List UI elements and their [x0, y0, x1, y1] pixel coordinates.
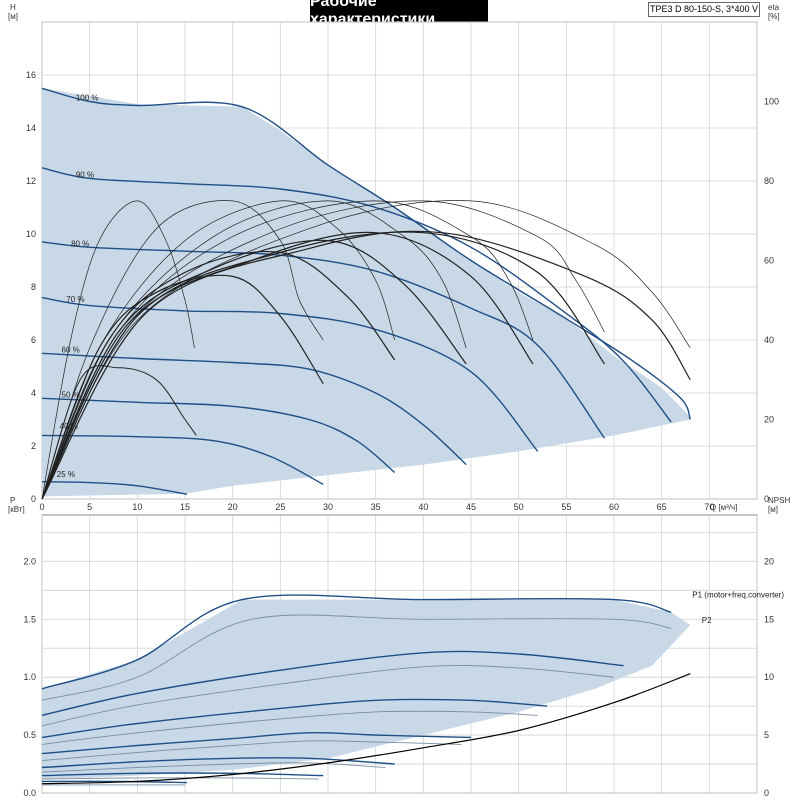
- p1-curve: [41, 698, 548, 739]
- series-label: P1 (motor+freq.converter): [692, 591, 784, 600]
- x-tick-label: 50: [514, 502, 524, 512]
- efficiency-curve: [41, 200, 195, 500]
- efficiency-curve: [41, 230, 691, 500]
- efficiency-curve: [41, 200, 467, 500]
- y-axis-label: H: [10, 3, 16, 12]
- y-tick-label: 2: [31, 441, 36, 451]
- y2-tick-label: 80: [764, 176, 774, 186]
- speed-curve-100: [41, 87, 691, 420]
- x-tick-label: 30: [323, 502, 333, 512]
- y-tick-label: 6: [31, 335, 36, 345]
- x-tick-label: 60: [609, 502, 619, 512]
- efficiency-curve: [41, 200, 605, 500]
- y2-tick-label: 40: [764, 335, 774, 345]
- x-tick-label: 70: [704, 502, 714, 512]
- y-tick-label: 12: [26, 176, 36, 186]
- x-tick-label: 55: [561, 502, 571, 512]
- y2-axis-label: NPSH: [768, 496, 790, 505]
- speed-curve-70: [41, 296, 539, 452]
- npsh-curve: [41, 673, 691, 785]
- efficiency-curve: [41, 200, 534, 500]
- speed-curve-40: [41, 434, 324, 486]
- speed-curve-label: 90 %: [76, 170, 94, 179]
- x-axis-label: Q [м³/ч]: [710, 503, 737, 512]
- p2-curve: [41, 762, 386, 773]
- x-tick-label: 45: [466, 502, 476, 512]
- y2-tick-label: 15: [764, 614, 774, 624]
- speed-curve-label: 70 %: [66, 295, 84, 304]
- p2-curve: [41, 740, 462, 762]
- y-tick-label: 1.0: [23, 672, 36, 682]
- y2-axis-unit: [м]: [768, 505, 778, 514]
- speed-curve-25: [41, 481, 188, 495]
- y-tick-label: 0.5: [23, 730, 36, 740]
- y-tick-label: 4: [31, 388, 36, 398]
- efficiency-curve: [41, 200, 396, 500]
- y-tick-label: 0: [31, 494, 36, 504]
- operating-envelope-area: [42, 88, 691, 497]
- p1-curve: [41, 594, 672, 690]
- p1-curve: [41, 780, 187, 784]
- p2-curve: [41, 710, 538, 745]
- p2-curve: [41, 614, 672, 701]
- speed-curve-60: [41, 352, 467, 466]
- x-tick-label: 40: [418, 502, 428, 512]
- y-tick-label: 10: [26, 229, 36, 239]
- efficiency-curve: [41, 231, 605, 500]
- y2-tick-label: 5: [764, 730, 769, 740]
- x-tick-label: 10: [132, 502, 142, 512]
- speed-curve-label: 80 %: [71, 239, 89, 248]
- efficiency-curve: [41, 200, 324, 500]
- y-tick-label: 0.0: [23, 788, 36, 798]
- y-axis-unit: [кВт]: [8, 505, 25, 514]
- y2-tick-label: 20: [764, 556, 774, 566]
- speed-curve-90: [41, 167, 672, 423]
- y2-tick-label: 100: [764, 97, 779, 107]
- speed-curve-label: 60 %: [62, 345, 80, 354]
- series-label: P2: [702, 616, 712, 625]
- speed-curve-label: 25 %: [57, 470, 75, 479]
- y-tick-label: 16: [26, 70, 36, 80]
- power-envelope-area: [42, 599, 691, 780]
- p1-curve: [41, 650, 624, 717]
- speed-curve-label: 100 %: [76, 94, 99, 103]
- y-tick-label: 14: [26, 123, 36, 133]
- p1-curve: [41, 731, 472, 755]
- speed-curve-50: [41, 397, 396, 474]
- x-tick-label: 0: [39, 502, 44, 512]
- y-axis-label: P: [10, 496, 15, 505]
- x-tick-label: 5: [87, 502, 92, 512]
- x-tick-label: 20: [228, 502, 238, 512]
- efficiency-curve: [41, 274, 324, 500]
- x-tick-label: 25: [275, 502, 285, 512]
- speed-curve-label: 50 %: [62, 390, 80, 399]
- p2-curve: [41, 777, 319, 780]
- y-tick-label: 8: [31, 282, 36, 292]
- p1-curve: [41, 772, 324, 777]
- y-tick-label: 2.0: [23, 556, 36, 566]
- y2-tick-label: 10: [764, 672, 774, 682]
- speed-curve-80: [41, 241, 606, 439]
- p1-curve: [41, 756, 395, 769]
- x-tick-label: 15: [180, 502, 190, 512]
- y2-axis-unit: [%]: [768, 12, 780, 21]
- y-axis-unit: [м]: [8, 12, 18, 21]
- y2-tick-label: 20: [764, 415, 774, 425]
- x-tick-label: 35: [371, 502, 381, 512]
- y2-tick-label: 60: [764, 256, 774, 266]
- y2-axis-label: eta: [768, 3, 780, 12]
- p2-curve: [41, 664, 615, 727]
- y-tick-label: 1.5: [23, 614, 36, 624]
- pump-model-label: TPE3 D 80-150-S, 3*400 V: [648, 2, 760, 17]
- y2-tick-label: 0: [764, 494, 769, 504]
- y2-tick-label: 0: [764, 788, 769, 798]
- x-tick-label: 65: [657, 502, 667, 512]
- efficiency-curve: [41, 200, 691, 500]
